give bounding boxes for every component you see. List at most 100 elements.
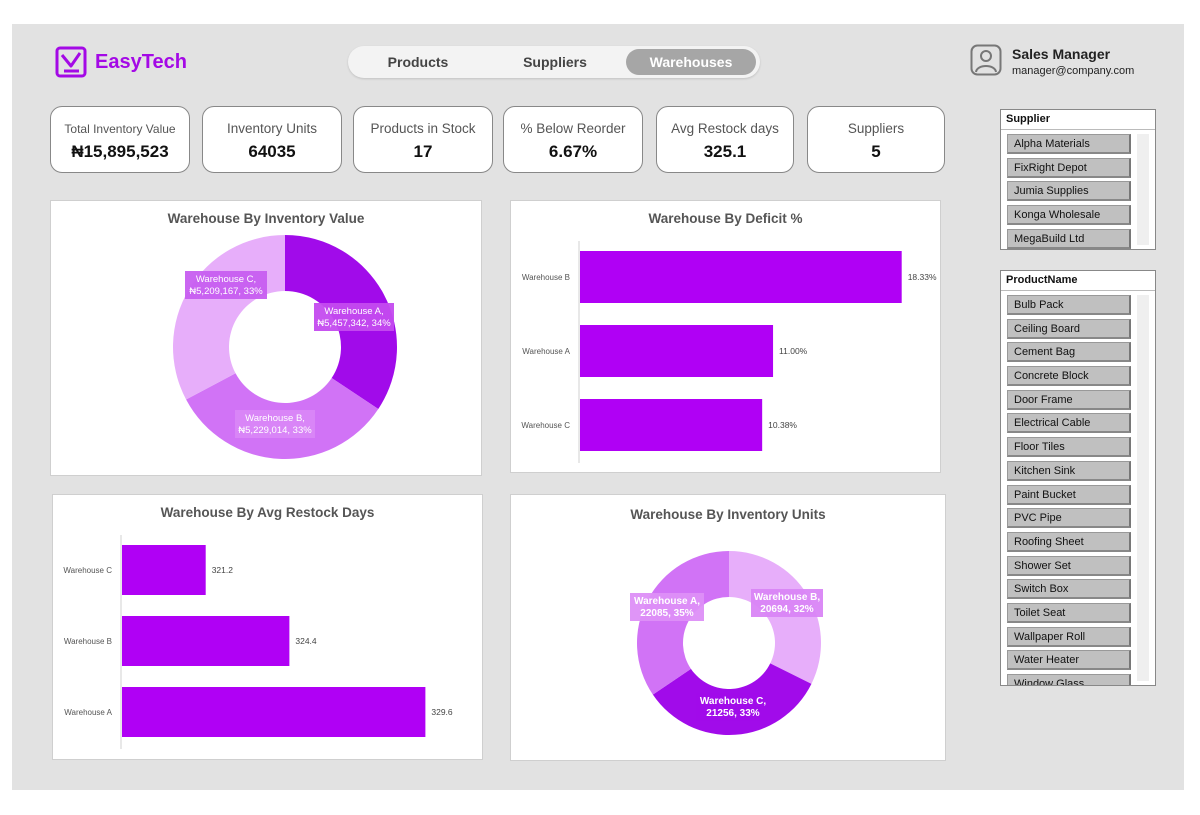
slicer-scrollbar[interactable] [1137, 134, 1149, 245]
bar [122, 687, 426, 737]
chart-warehouse-by-inventory-units: Warehouse By Inventory Units Warehouse B… [510, 494, 946, 761]
chart-svg: Warehouse B,20694, 32% Warehouse C,21256,… [630, 551, 823, 735]
slicer-item[interactable]: Toilet Seat [1007, 602, 1131, 623]
bar [580, 399, 763, 451]
kpi-avg-restock-days: Avg Restock days 325.1 [656, 106, 794, 173]
data-label-text: Warehouse A, [634, 596, 700, 607]
slicer-item[interactable]: Kitchen Sink [1007, 460, 1131, 481]
app-logo: EasyTech [55, 46, 187, 78]
value-label: 321.2 [212, 565, 234, 575]
kpi-value: ₦15,895,523 [71, 142, 169, 161]
slicer-item[interactable]: Bulb Pack [1007, 295, 1131, 315]
slicer-scrollbar[interactable] [1137, 295, 1149, 681]
slicer-header: Supplier [1001, 110, 1155, 130]
app-name: EasyTech [95, 50, 187, 73]
tab-products[interactable]: Products [387, 54, 449, 70]
slicer-item[interactable]: Paint Bucket [1007, 484, 1131, 505]
slicer-item[interactable]: Alpha Materials [1007, 134, 1131, 154]
user-role: Sales Manager [1012, 46, 1111, 62]
kpi-label: Inventory Units [226, 121, 318, 136]
kpi-total-inventory-value: Total Inventory Value ₦15,895,523 [50, 106, 190, 173]
slicer-item[interactable]: Cement Bag [1007, 342, 1131, 363]
chart-svg: Warehouse A,₦5,457,342, 34%Warehouse B,₦… [173, 235, 397, 459]
slicer-item[interactable]: Jumia Supplies [1007, 181, 1131, 202]
slicer-item[interactable]: MegaBuild Ltd [1007, 228, 1131, 249]
value-label: 329.6 [431, 707, 453, 717]
value-label: 11.00% [779, 346, 808, 356]
chart-svg: Warehouse C 321.2 Warehouse B 324.4 Warehous… [63, 535, 453, 749]
data-label-text: Warehouse A, [324, 306, 383, 317]
value-label: 18.33% [908, 272, 937, 282]
slicer-item[interactable]: Water Heater [1007, 650, 1131, 671]
slicer-item[interactable]: Wallpaper Roll [1007, 626, 1131, 647]
chart-warehouse-by-deficit: Warehouse By Deficit % Warehouse B 18.33%… [510, 200, 941, 473]
chart-title: Warehouse By Inventory Value [167, 211, 365, 226]
slicer-item[interactable]: FixRight Depot [1007, 157, 1131, 178]
value-label: 324.4 [295, 636, 317, 646]
data-label-text: Warehouse B, [245, 413, 305, 424]
slicer-item[interactable]: Concrete Block [1007, 366, 1131, 387]
data-label: Warehouse B,20694, 32% [751, 589, 823, 617]
data-label-text: Warehouse C, [196, 274, 256, 285]
slicer-item[interactable]: Electrical Cable [1007, 413, 1131, 434]
chart-warehouse-by-inventory-value: Warehouse By Inventory Value Warehouse A… [50, 200, 482, 476]
slicer-item[interactable]: Floor Tiles [1007, 437, 1131, 458]
kpi-label: Products in Stock [370, 121, 476, 136]
slicer-item[interactable]: Konga Wholesale [1007, 205, 1131, 226]
chart-svg: Warehouse B 18.33% Warehouse A 11.00% Wareho… [521, 241, 937, 463]
data-label-text: ₦5,209,167, 33% [189, 286, 263, 297]
donut-slice [729, 551, 821, 684]
kpi-value: 5 [871, 142, 881, 161]
tab-suppliers[interactable]: Suppliers [523, 54, 587, 70]
kpi-value: 17 [413, 142, 433, 161]
kpi-below-reorder: % Below Reorder 6.67% [503, 106, 643, 173]
chart-warehouse-by-avg-restock-days: Warehouse By Avg Restock Days Warehouse … [52, 494, 483, 760]
slicer-item[interactable]: Switch Box [1007, 579, 1131, 600]
page-nav: Products Suppliers Warehouses [348, 46, 760, 78]
category-label: Warehouse C [63, 566, 112, 575]
slicer-list: Bulb Pack Ceiling Board Cement Bag Concrete… [1007, 295, 1131, 685]
data-label: Warehouse B,₦5,229,014, 33% [235, 410, 315, 438]
slicer-item[interactable]: Window Glass [1007, 674, 1131, 685]
bar [580, 325, 774, 377]
kpi-products-in-stock: Products in Stock 17 [353, 106, 493, 173]
bar [122, 545, 206, 595]
supplier-slicer: Supplier Alpha Materials FixRight Depot Ju… [1000, 109, 1156, 250]
category-label: Warehouse B [64, 637, 112, 646]
user-avatar-icon [970, 44, 1002, 76]
data-label: Warehouse C,₦5,209,167, 33% [185, 271, 267, 299]
category-label: Warehouse C [521, 421, 570, 430]
kpi-label: Avg Restock days [671, 121, 779, 136]
slicer-item[interactable]: Door Frame [1007, 389, 1131, 410]
kpi-value: 325.1 [703, 142, 747, 161]
bar [122, 616, 290, 666]
chart-title: Warehouse By Avg Restock Days [160, 505, 375, 520]
slicer-item[interactable]: Ceiling Board [1007, 318, 1131, 339]
data-label-text: 21256, 33% [706, 708, 759, 719]
slicer-item[interactable]: Shower Set [1007, 555, 1131, 576]
kpi-inventory-units: Inventory Units 64035 [202, 106, 342, 173]
category-label: Warehouse A [64, 708, 112, 717]
data-label-text: ₦5,229,014, 33% [238, 425, 312, 436]
data-label: Warehouse A,22085, 35% [630, 593, 704, 621]
user-profile: Sales Manager manager@company.com [970, 44, 1134, 77]
category-label: Warehouse A [522, 347, 570, 356]
data-label-text: 22085, 35% [640, 608, 693, 619]
slicer-list: Alpha Materials FixRight Depot Jumia Suppl… [1007, 134, 1131, 249]
slicer-item[interactable]: PVC Pipe [1007, 508, 1131, 529]
kpi-suppliers: Suppliers 5 [807, 106, 945, 173]
easytech-logo-icon [55, 46, 87, 78]
donut-slice [637, 551, 729, 695]
category-label: Warehouse B [522, 273, 570, 282]
kpi-label: Suppliers [847, 121, 905, 136]
slicer-item[interactable]: Roofing Sheet [1007, 531, 1131, 552]
data-label-text: 20694, 32% [760, 604, 813, 615]
bar [580, 251, 902, 303]
tab-warehouses[interactable]: Warehouses [626, 49, 756, 75]
data-label: Warehouse A,₦5,457,342, 34% [314, 303, 394, 331]
kpi-value: 6.67% [548, 142, 598, 161]
user-email: manager@company.com [1012, 65, 1135, 77]
productname-slicer: ProductName Bulb Pack Ceiling Board Cement… [1000, 270, 1156, 686]
value-label: 10.38% [768, 420, 797, 430]
data-label-text: Warehouse C, [700, 696, 767, 707]
